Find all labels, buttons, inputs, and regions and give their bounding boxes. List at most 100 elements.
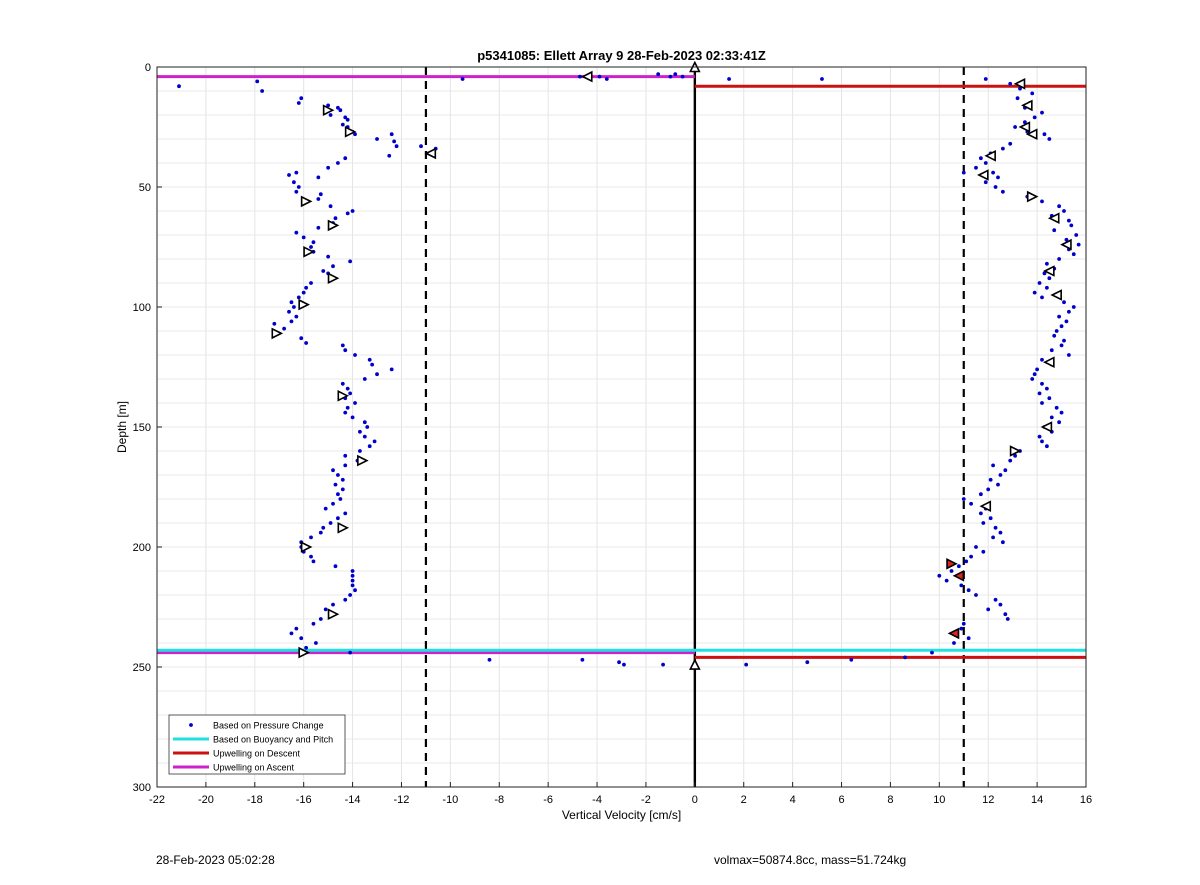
pressure-change-point <box>1047 396 1052 401</box>
legend: Based on Pressure Change Based on Buoyanc… <box>168 714 346 775</box>
buoyancy-pitch-marker <box>1060 238 1072 251</box>
pressure-change-point <box>959 583 964 588</box>
pressure-change-point <box>1015 96 1020 101</box>
pressure-change-point <box>353 588 357 593</box>
pressure-change-point <box>952 641 956 645</box>
pressure-change-point <box>1071 305 1076 309</box>
pressure-change-point <box>1059 343 1064 348</box>
y-tick-label: 250 <box>133 662 151 674</box>
pressure-change-point <box>311 621 316 626</box>
pressure-change-point <box>622 662 626 667</box>
pressure-change-point <box>353 353 357 357</box>
pressure-change-point <box>299 336 304 341</box>
pressure-change-point <box>1000 540 1005 545</box>
x-tick-label: 10 <box>933 794 945 806</box>
x-tick-label: -2 <box>641 794 651 806</box>
pressure-change-point <box>727 77 731 81</box>
pressure-change-point <box>1047 137 1052 141</box>
pressure-change-point <box>345 211 350 216</box>
pressure-change-point <box>294 626 299 631</box>
pressure-change-point <box>580 657 585 662</box>
pressure-change-point <box>394 144 399 149</box>
pressure-change-point <box>343 156 348 161</box>
buoyancy-pitch-marker <box>1047 212 1060 224</box>
pressure-change-point <box>375 137 379 141</box>
x-tick-label: -22 <box>149 794 165 806</box>
pressure-change-point <box>309 281 313 285</box>
pressure-change-point <box>296 295 301 300</box>
pressure-change-point <box>301 235 306 240</box>
pressure-change-point <box>969 554 973 559</box>
pressure-change-point <box>1049 415 1054 420</box>
pressure-change-point <box>680 74 685 79</box>
pressure-change-point <box>983 161 988 165</box>
pressure-change-point <box>323 506 328 511</box>
x-tick-label: 4 <box>790 794 796 806</box>
buoyancy-pitch-marker <box>327 219 340 232</box>
pressure-change-point <box>1052 333 1057 338</box>
pressure-change-point <box>744 662 749 667</box>
chart-title: p5341085: Ellett Array 9 28-Feb-2023 02:… <box>477 48 766 63</box>
buoyancy-pitch-marker <box>947 627 960 640</box>
pressure-change-point <box>292 305 296 309</box>
pressure-change-point <box>1000 189 1005 194</box>
pressure-change-point <box>362 377 367 381</box>
pressure-change-point <box>1044 386 1049 391</box>
y-tick-label: 300 <box>133 782 151 794</box>
pressure-change-point <box>296 101 301 105</box>
grid <box>156 67 1087 787</box>
pressure-change-point <box>343 463 348 468</box>
pressure-change-point <box>1057 257 1062 261</box>
pressure-change-point <box>820 77 824 81</box>
pressure-change-point <box>177 84 181 89</box>
x-tick-label: 2 <box>741 794 747 806</box>
x-axis-label: Vertical Velocity [cm/s] <box>562 808 681 822</box>
buoyancy-pitch-marker <box>424 147 437 160</box>
buoyancy-pitch-marker <box>300 195 313 208</box>
buoyancy-pitch-marker <box>357 454 369 467</box>
pressure-change-point <box>340 381 345 386</box>
pressure-change-point <box>340 343 345 348</box>
pressure-change-point <box>1037 434 1042 439</box>
x-tick-label: 6 <box>838 794 844 806</box>
pressure-change-point <box>1062 209 1066 213</box>
pressure-change-point <box>333 482 338 487</box>
pressure-change-point <box>348 593 353 597</box>
buoyancy-pitch-marker <box>580 70 593 83</box>
pressure-change-point <box>292 180 296 185</box>
x-tick-label: -10 <box>442 794 458 806</box>
pressure-change-point <box>617 660 621 665</box>
pressure-change-point <box>487 657 492 662</box>
pressure-change-point <box>668 74 673 79</box>
pressure-change-point <box>375 372 379 377</box>
buoyancy-pitch-marker <box>946 558 958 570</box>
pressure-change-point <box>343 348 348 353</box>
pressure-change-point <box>1005 617 1010 621</box>
pressure-change-point <box>348 391 353 396</box>
pressure-change-point <box>287 309 291 314</box>
buoyancy-pitch-marker <box>300 541 313 553</box>
axis-ticks: -22 -20 -18 -16 -14 -12 -10 -8 -6 -4 -2 0 2 4 6 8 10 12 14… <box>133 62 1092 806</box>
buoyancy-pitch-marker <box>689 658 701 670</box>
pressure-change-point <box>974 545 978 549</box>
pressure-change-point <box>387 153 392 158</box>
legend-label: Based on Pressure Change <box>213 721 324 731</box>
pressure-change-point <box>331 501 335 506</box>
pressure-change-point <box>365 425 370 429</box>
pressure-change-point <box>343 410 348 415</box>
pressure-change-point <box>316 225 321 230</box>
pressure-change-point <box>348 259 353 264</box>
pressure-change-point <box>1062 300 1066 305</box>
pressure-change-point <box>336 161 340 165</box>
pressure-change-point <box>358 429 362 434</box>
pressure-change-point <box>294 170 299 175</box>
footer-timestamp: 28-Feb-2023 05:02:28 <box>156 853 275 867</box>
pressure-change-point <box>350 569 355 573</box>
pressure-change-point <box>294 314 299 319</box>
x-tick-label: -8 <box>494 794 504 806</box>
pressure-change-point <box>1066 309 1071 314</box>
x-tick-label: 14 <box>1031 794 1043 806</box>
pressure-change-point <box>1069 223 1074 228</box>
pressure-change-point <box>289 319 294 324</box>
pressure-change-point <box>1047 276 1052 281</box>
